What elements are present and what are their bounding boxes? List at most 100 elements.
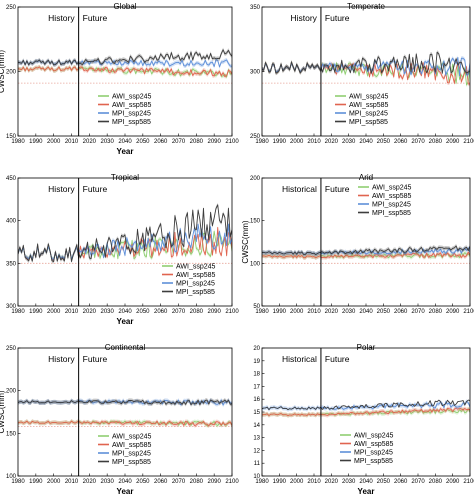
y-axis-label: CWSC(mm) [0,390,6,433]
era-label-future: Future [325,13,350,23]
x-tick-label: 1980 [255,479,269,485]
x-tick-label: 2050 [377,309,391,315]
panel-title: Continental [105,343,146,352]
x-tick-label: 2000 [47,479,61,485]
y-tick-label: 100 [6,474,17,480]
x-tick-label: 2030 [342,139,356,145]
y-tick-label: 250 [6,346,17,352]
x-tick-label: 2070 [172,479,186,485]
series-group [18,202,232,264]
x-tick-label: 2040 [359,479,373,485]
x-axis-label: Year [117,487,134,494]
series-line-awi-ssp585 [262,407,470,417]
y-tick-label: 20 [253,346,260,352]
y-tick-label: 17 [253,384,260,390]
y-tick-label: 50 [253,304,260,310]
x-tick-label: 1990 [273,309,287,315]
x-tick-label: 2060 [154,139,168,145]
x-tick-label: 2080 [190,479,204,485]
era-label-future: Future [325,184,350,194]
panel-continental: History Future Continental 1980 1990 2000 2010… [0,343,239,494]
series-line-mpi-ssp585 [262,245,470,256]
era-label-future: Future [83,184,108,194]
x-tick-label: 2050 [136,479,150,485]
era-label-history: History [48,13,75,23]
y-tick-label: 400 [6,219,17,225]
x-tick-label: 2020 [83,309,97,315]
x-tick-label: 2100 [225,309,239,315]
x-tick-label: 2070 [411,139,425,145]
legend-label: MPI_ssp245 [354,450,393,457]
panel-arid: Historical Future Arid 1980 1990 2000 2010 2020… [241,173,474,315]
y-tick-label: 350 [6,261,17,267]
y-tick-label: 13 [253,436,260,442]
y-tick-label: 11 [254,461,261,467]
uncertainty-band-awi-ssp585 [262,60,470,87]
y-tick-label: 300 [250,70,261,76]
panel-title: Tropical [111,173,139,182]
x-tick-label: 2000 [290,479,304,485]
x-tick-label: 2000 [47,309,61,315]
legend-label: MPI_ssp245 [176,281,215,288]
y-tick-label: 200 [250,176,261,182]
x-tick-label: 2100 [225,139,239,145]
x-tick-label: 2040 [359,139,373,145]
x-tick-label: 2020 [325,309,339,315]
series-line-mpi-ssp585 [262,51,470,74]
x-tick-label: 2080 [190,139,204,145]
legend-label: AWI_ssp245 [349,94,389,101]
panel-title: Polar [357,343,376,352]
legend-label: AWI_ssp585 [349,102,389,109]
y-tick-label: 200 [6,389,17,395]
uncertainty-band-awi-ssp245 [18,229,232,262]
x-tick-label: 1990 [273,139,287,145]
uncertainty-band-mpi-ssp245 [18,57,232,69]
series-group [262,50,470,88]
x-tick-label: 2090 [207,479,221,485]
legend-label: AWI_ssp245 [112,434,152,441]
y-axis-label: CWSC(mm) [0,50,6,93]
era-label-future: Future [83,354,108,364]
x-tick-label: 2020 [83,479,97,485]
x-tick-label: 2080 [429,479,443,485]
legend-label: MPI_ssp245 [349,111,388,118]
x-tick-label: 1980 [11,139,25,145]
legend-label: AWI_ssp245 [372,185,412,192]
x-tick-label: 2090 [446,479,460,485]
y-tick-label: 19 [253,359,260,365]
y-tick-label: 150 [250,219,261,225]
era-label-history: History [48,354,75,364]
x-tick-label: 2080 [429,309,443,315]
x-tick-label: 2000 [290,139,304,145]
uncertainty-band-awi-ssp585 [18,64,232,79]
legend-label: MPI_ssp245 [112,111,151,118]
x-tick-label: 2000 [47,139,61,145]
y-axis-label: CWSC(mm) [241,220,250,263]
x-tick-label: 2040 [118,309,132,315]
y-tick-label: 150 [6,134,17,140]
series-line-mpi-ssp585 [262,399,470,411]
x-tick-label: 2030 [100,309,114,315]
series-line-mpi-ssp585 [18,399,232,406]
legend-label: MPI_ssp585 [112,119,151,126]
x-tick-label: 1980 [255,139,269,145]
x-tick-label: 2100 [463,479,474,485]
x-tick-label: 2060 [154,309,168,315]
legend-label: AWI_ssp245 [354,433,394,440]
series-line-mpi-ssp245 [18,59,232,68]
x-tick-label: 2090 [207,139,221,145]
series-line-mpi-ssp585 [18,49,232,66]
panel-title: Temperate [347,2,385,11]
panel-title: Arid [359,173,373,182]
era-label-history: Historical [282,354,317,364]
y-tick-label: 16 [253,397,260,403]
legend-label: AWI_ssp585 [112,442,152,449]
x-tick-label: 2010 [307,139,321,145]
x-tick-label: 2070 [172,139,186,145]
x-tick-label: 2030 [100,139,114,145]
series-group [18,397,232,429]
legend-label: AWI_ssp585 [372,193,412,200]
